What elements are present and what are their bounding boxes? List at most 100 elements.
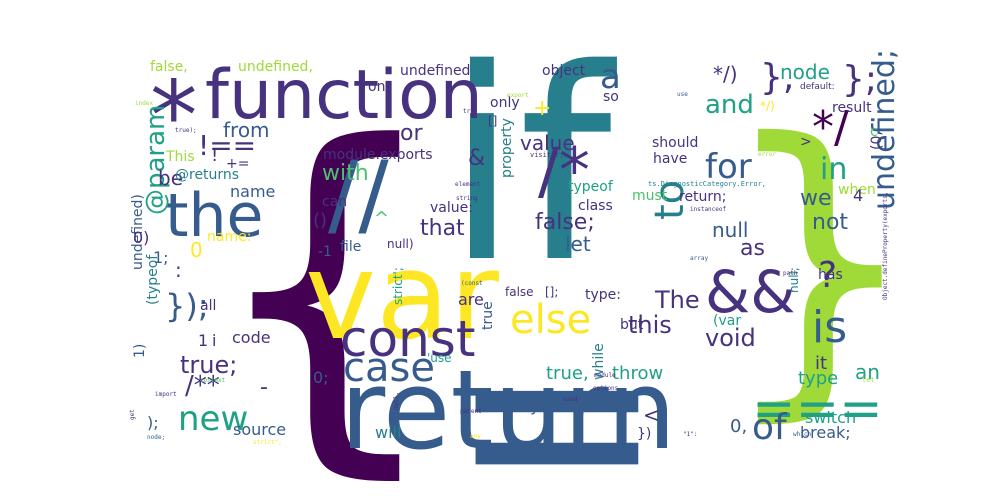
word-cloud-word: null, [393, 391, 400, 410]
word-cloud-word: /** [185, 371, 220, 401]
word-cloud-word: && [705, 258, 796, 326]
word-cloud-word: index [135, 100, 154, 107]
word-cloud-word: */ [812, 102, 849, 153]
word-cloud-word: // [328, 142, 389, 247]
word-cloud-word: instanceof [690, 206, 727, 213]
word-cloud-word: on [368, 79, 386, 95]
word-cloud-word: in [820, 152, 848, 187]
word-cloud-word: as [740, 236, 765, 261]
word-cloud-word: try [463, 108, 474, 115]
word-cloud-word: type [798, 368, 839, 389]
word-cloud-word: that [420, 216, 465, 241]
word-cloud-word: "1": [683, 431, 698, 438]
word-cloud-word: 0; [313, 368, 329, 387]
word-cloud-word: 1; [153, 248, 169, 267]
word-cloud-word: } [718, 76, 922, 448]
word-cloud-word: return; [679, 189, 727, 205]
word-cloud-word: === [752, 379, 883, 439]
word-cloud-word: which [793, 431, 812, 438]
word-cloud-word: var [305, 228, 499, 367]
word-cloud-word: undefined, [238, 59, 313, 75]
word-cloud-word: case [343, 345, 435, 391]
word-cloud-word: true); [175, 127, 197, 134]
word-cloud-word: only [490, 95, 520, 111]
word-cloud-word: This [166, 149, 195, 165]
word-cloud-word: ^ [374, 208, 390, 229]
word-cloud-word: name [230, 182, 276, 201]
word-cloud-word: i [212, 331, 217, 350]
word-cloud-word: strict'; [391, 267, 405, 305]
word-cloud-word: but [620, 317, 644, 333]
word-cloud-word: }); [165, 287, 209, 325]
word-cloud-word: @returns [175, 167, 240, 183]
word-cloud-word: + [533, 96, 552, 121]
word-cloud-word: options [593, 385, 619, 392]
word-cloud-word: - [260, 375, 268, 400]
word-cloud-word: any [470, 433, 481, 440]
word-cloud-word: module.exports [323, 147, 433, 163]
word-cloud-word: type: [585, 287, 621, 303]
word-cloud-word: source [233, 420, 287, 439]
word-cloud-word: visitor, [530, 151, 564, 159]
word-cloud-word: /* [538, 134, 590, 207]
word-cloud-word: += [226, 156, 250, 172]
word-cloud-word: all [200, 298, 217, 314]
word-cloud-word: 4 [853, 186, 864, 205]
word-cloud-word: c [870, 124, 878, 140]
word-cloud-word: an [855, 360, 880, 384]
word-cloud-word: property [499, 118, 515, 178]
word-cloud-word: true; [180, 351, 238, 379]
word-cloud-word: for [705, 147, 752, 187]
word-cloud-word: switch [805, 408, 857, 427]
word-cloud-word: module [594, 372, 616, 379]
word-cloud-word: has [818, 267, 843, 283]
word-cloud-word: be [158, 166, 183, 190]
word-cloud-word: the [165, 181, 264, 251]
word-cloud-word: use [677, 91, 688, 98]
word-cloud-word: false, [150, 59, 188, 75]
word-cloud-word: & [468, 146, 486, 171]
word-cloud-word: is [812, 302, 848, 353]
word-cloud-word: break; [800, 423, 851, 442]
word-cloud-word: parent [460, 408, 482, 415]
word-cloud-word: function [205, 56, 483, 135]
word-cloud-word: 'use [427, 351, 452, 365]
word-cloud-word: so [603, 89, 619, 105]
word-cloud-word: Object.defineProperty(exports, [882, 191, 889, 300]
word-cloud-word: */) [760, 99, 775, 113]
word-cloud-word: can [322, 194, 348, 210]
word-cloud-word: */; [822, 292, 837, 306]
word-cloud-word: */) [713, 62, 738, 86]
word-cloud-word: not [812, 210, 849, 235]
word-cloud-word: when [838, 182, 876, 198]
word-cloud-word: = [448, 269, 666, 500]
word-cloud-word: !== [198, 129, 257, 162]
word-cloud-word: false [505, 285, 534, 299]
word-cloud-word: ); [147, 413, 159, 432]
word-cloud-word: * [150, 62, 198, 172]
word-cloud-word: default: [800, 82, 835, 92]
word-cloud-word: have [653, 151, 688, 167]
word-cloud-word: class [578, 198, 613, 214]
word-cloud-word: ? [818, 255, 838, 296]
word-cloud-word: []; [545, 285, 559, 299]
word-cloud-word: ts.DiagnosticCategory.Error, [648, 180, 767, 188]
word-cloud-word: 1) [132, 343, 148, 358]
word-cloud-word: }, [760, 57, 795, 98]
word-cloud-word: error [758, 151, 777, 158]
word-cloud-word: by [520, 396, 540, 415]
word-cloud-word: true, [546, 363, 589, 384]
word-cloud-word: new [178, 399, 249, 439]
word-cloud-word: 0) [133, 228, 150, 247]
word-cloud-word: code [232, 328, 271, 347]
word-cloud-word: it [815, 353, 828, 374]
word-cloud-word: else [510, 297, 592, 343]
word-cloud-word: strict"; [253, 439, 282, 446]
word-cloud-word: of [752, 407, 787, 448]
word-cloud-word: void [705, 324, 756, 352]
word-cloud-word: The [655, 286, 700, 314]
word-cloud-word: }) [637, 426, 652, 442]
word-cloud-word: null) [387, 237, 414, 251]
word-cloud-word: 0 [190, 238, 203, 262]
word-cloud-word: a [600, 57, 621, 97]
